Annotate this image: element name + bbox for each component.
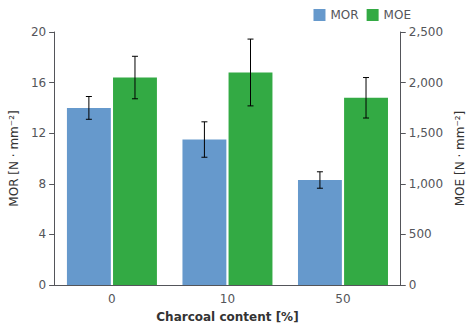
svg-text:20: 20: [31, 25, 46, 39]
svg-text:4: 4: [39, 227, 47, 241]
svg-text:10: 10: [220, 292, 235, 306]
svg-text:0: 0: [409, 278, 417, 292]
svg-text:1,500: 1,500: [409, 126, 443, 140]
svg-text:MOR [N · mm⁻²]: MOR [N · mm⁻²]: [7, 110, 21, 206]
svg-text:Charcoal content [%]: Charcoal content [%]: [156, 310, 298, 324]
svg-text:16: 16: [31, 76, 46, 90]
svg-text:MOE: MOE: [384, 8, 411, 22]
svg-text:8: 8: [39, 177, 47, 191]
svg-text:MOE [N · mm⁻²]: MOE [N · mm⁻²]: [453, 111, 467, 207]
svg-text:2,000: 2,000: [409, 76, 443, 90]
svg-text:MOR: MOR: [330, 8, 358, 22]
svg-text:1,000: 1,000: [409, 177, 443, 191]
svg-text:50: 50: [335, 292, 350, 306]
svg-text:500: 500: [409, 227, 432, 241]
svg-text:0: 0: [108, 292, 116, 306]
svg-text:2,500: 2,500: [409, 25, 443, 39]
svg-text:0: 0: [39, 278, 47, 292]
svg-text:12: 12: [31, 126, 46, 140]
